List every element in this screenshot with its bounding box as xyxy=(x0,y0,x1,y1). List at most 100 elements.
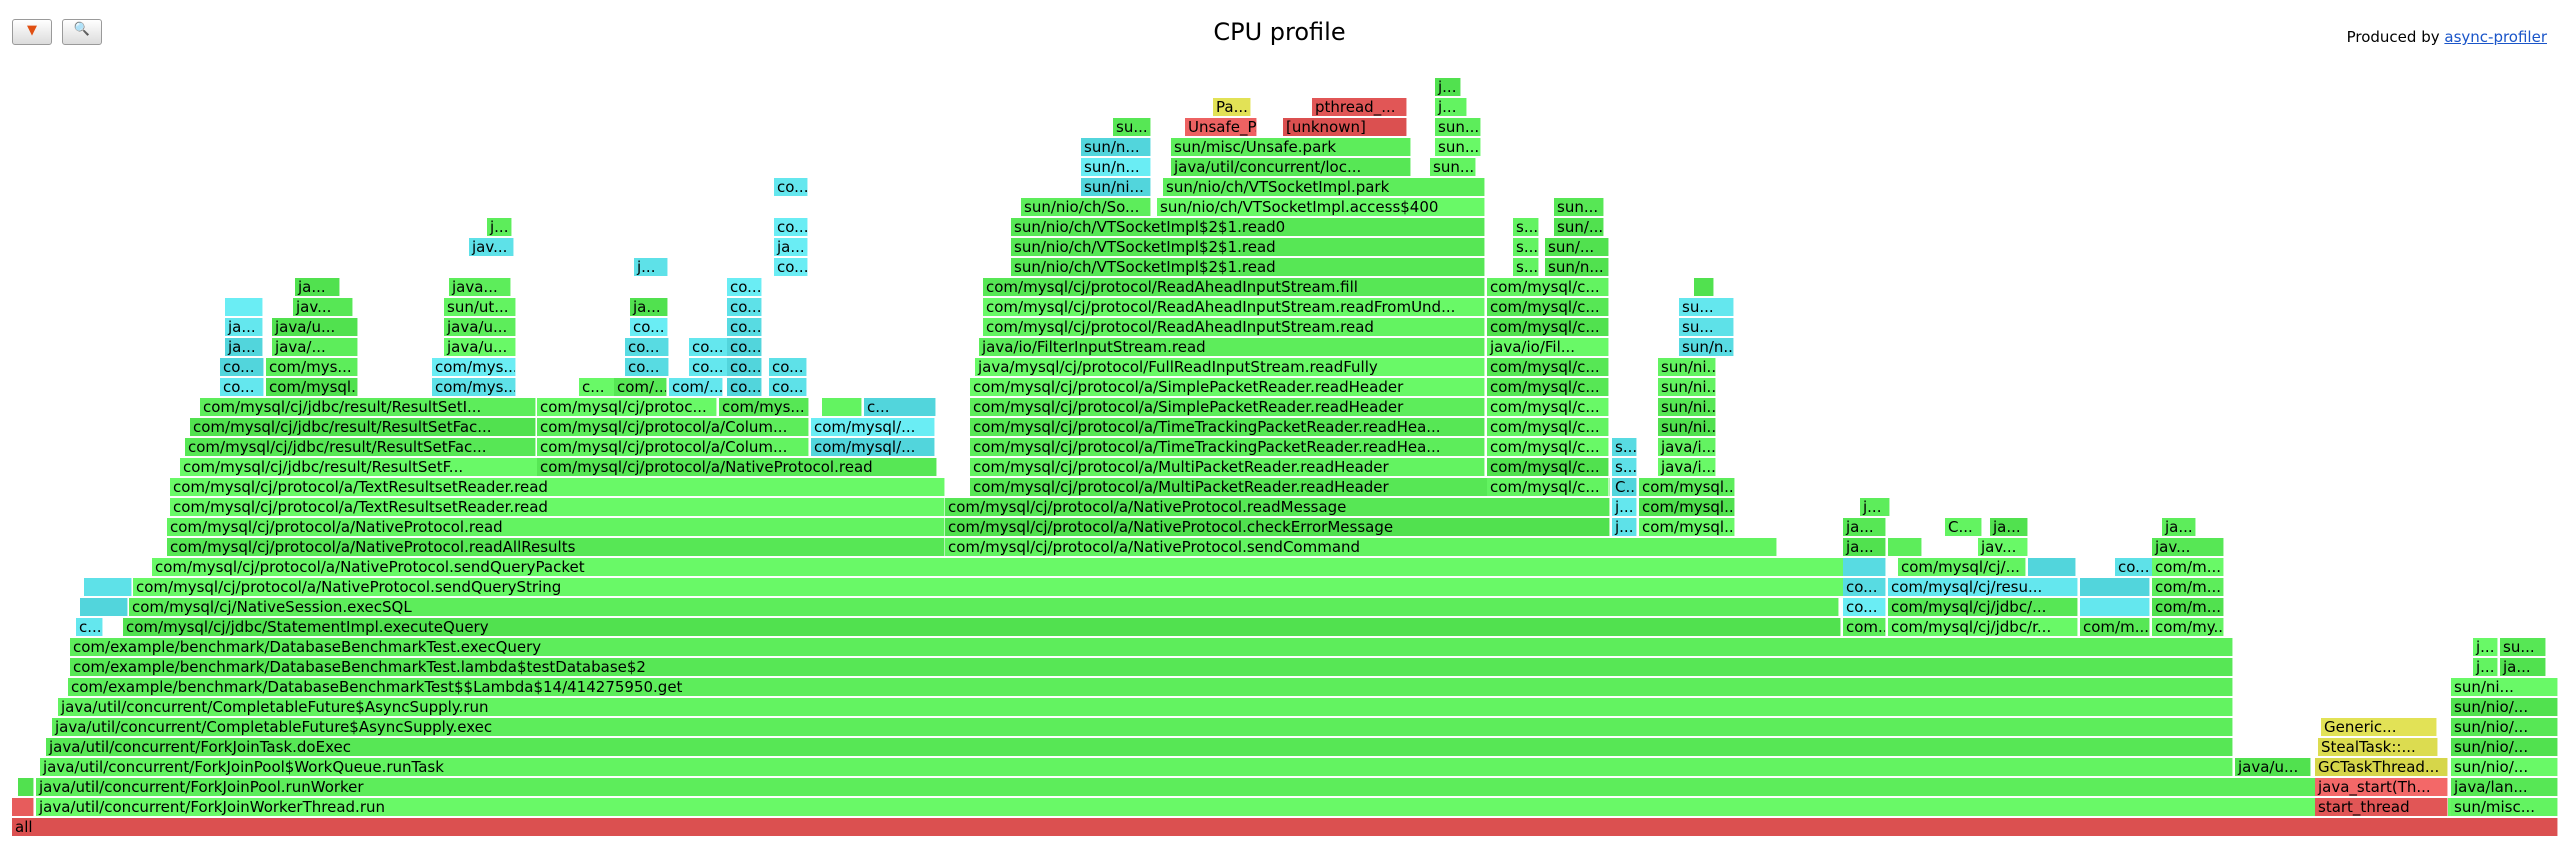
stack-frame[interactable]: sun... xyxy=(1435,118,1481,136)
stack-frame[interactable]: com/mysql/cj/protocol/a/MultiPacketReade… xyxy=(970,478,1610,496)
stack-frame[interactable]: com/mysql/c... xyxy=(1487,358,1609,376)
stack-frame[interactable]: com/mysql/... xyxy=(811,418,935,436)
stack-frame[interactable]: co... xyxy=(774,178,808,196)
stack-frame[interactable]: com/mysql/c... xyxy=(1487,438,1609,456)
stack-frame[interactable]: com/mysql/cj/resu... xyxy=(1888,578,2078,596)
stack-frame[interactable] xyxy=(12,798,34,816)
stack-frame[interactable]: com/mysql/c... xyxy=(1487,278,1609,296)
stack-frame[interactable]: com/mysql... xyxy=(1639,518,1735,536)
stack-frame[interactable]: Unsafe_P... xyxy=(1185,118,1257,136)
stack-frame[interactable]: com/mysql/cj/protocol/a/Colum... xyxy=(537,418,809,436)
stack-frame[interactable]: sun/ni... xyxy=(1658,418,1716,436)
stack-frame[interactable]: com/mysql/cj/protocol/a/NativeProtocol.r… xyxy=(945,498,1610,516)
stack-frame[interactable]: GCTaskThread... xyxy=(2315,758,2448,776)
stack-frame[interactable]: ja... xyxy=(1990,518,2028,536)
stack-frame[interactable]: com/mysql/cj/protocol/a/TextResultsetRea… xyxy=(170,478,945,496)
stack-frame[interactable]: co... xyxy=(774,218,808,236)
stack-frame[interactable]: ja... xyxy=(2162,518,2196,536)
stack-frame[interactable]: jav... xyxy=(293,298,353,316)
stack-frame[interactable]: com/mysql/cj/protocol/a/NativeProtocol.s… xyxy=(152,558,1852,576)
stack-frame[interactable]: com/mysql/cj/jdbc/StatementImpl.executeQ… xyxy=(123,618,1841,636)
stack-frame[interactable]: com/mysql/cj/protocol/ReadAheadInputStre… xyxy=(983,318,1485,336)
stack-frame[interactable]: com/mysql/cj/protocol/a/TextResultsetRea… xyxy=(170,498,945,516)
stack-frame[interactable] xyxy=(2028,558,2076,576)
stack-frame[interactable]: sun/n... xyxy=(1081,158,1151,176)
stack-frame[interactable]: s... xyxy=(1612,438,1637,456)
stack-frame[interactable]: com/mysql/cj/protocol/ReadAheadInputStre… xyxy=(983,278,1485,296)
stack-frame[interactable]: ja... xyxy=(2500,658,2546,676)
stack-frame[interactable]: sun... xyxy=(1435,138,1481,156)
stack-frame[interactable]: sun/n... xyxy=(1545,258,1609,276)
stack-frame[interactable]: com/mys... xyxy=(266,358,358,376)
stack-frame[interactable]: StealTask::... xyxy=(2318,738,2438,756)
stack-frame[interactable]: sun/ni... xyxy=(1658,398,1716,416)
stack-frame[interactable]: j... xyxy=(1860,498,1890,516)
stack-frame[interactable]: java_start(Th... xyxy=(2315,778,2448,796)
stack-frame[interactable]: co... xyxy=(774,258,808,276)
stack-frame[interactable]: java/util/concurrent/ForkJoinTask.doExec xyxy=(46,738,2233,756)
stack-frame[interactable]: sun/... xyxy=(1554,218,1604,236)
stack-frame[interactable]: ja... xyxy=(1843,538,1886,556)
stack-frame[interactable]: sun/nio/... xyxy=(2451,698,2558,716)
stack-frame[interactable]: co... xyxy=(727,318,762,336)
stack-frame[interactable] xyxy=(822,398,862,416)
stack-frame[interactable]: sun/n... xyxy=(1679,338,1734,356)
stack-frame[interactable]: java/u... xyxy=(444,338,516,356)
stack-frame[interactable] xyxy=(1888,538,1922,556)
stack-frame[interactable] xyxy=(84,578,132,596)
stack-frame[interactable]: com/mysql/cj/jdbc/r... xyxy=(1888,618,2078,636)
stack-frame[interactable]: com/mysql/c... xyxy=(1487,458,1609,476)
stack-frame[interactable]: [unknown] xyxy=(1283,118,1407,136)
stack-frame[interactable]: com/mysql/cj/protocol/a/NativeProtocol.r… xyxy=(167,518,945,536)
stack-frame[interactable]: com/mys... xyxy=(719,398,809,416)
stack-frame[interactable]: java/io/Fil... xyxy=(1487,338,1609,356)
stack-frame[interactable]: j... xyxy=(1435,98,1467,116)
stack-frame[interactable]: sun... xyxy=(1554,198,1604,216)
stack-frame[interactable]: sun/nio/... xyxy=(2451,718,2558,736)
stack-frame[interactable]: sun/misc/Unsafe.park xyxy=(1171,138,1411,156)
stack-frame[interactable]: java/u... xyxy=(444,318,516,336)
stack-frame[interactable]: com/mysql/cj/protocol/a/MultiPacketReade… xyxy=(970,458,1485,476)
stack-frame[interactable]: s... xyxy=(1513,238,1539,256)
stack-frame[interactable]: co... xyxy=(727,298,762,316)
stack-frame[interactable]: com/mysql... xyxy=(1639,498,1735,516)
stack-frame[interactable]: java/util/concurrent/loc... xyxy=(1171,158,1411,176)
stack-frame[interactable]: com/mysql/cj/protocol/a/NativeProtocol.s… xyxy=(133,578,1851,596)
stack-frame[interactable]: sun/ni... xyxy=(1081,178,1151,196)
stack-frame[interactable]: com/mysql/cj/protocol/a/Colum... xyxy=(537,438,809,456)
stack-frame[interactable]: com/mysql/... xyxy=(811,438,935,456)
stack-frame[interactable]: co... xyxy=(625,338,669,356)
stack-frame[interactable]: j... xyxy=(1612,518,1637,536)
stack-frame[interactable] xyxy=(1843,558,1886,576)
stack-frame[interactable]: com/m... xyxy=(2152,578,2224,596)
stack-frame[interactable]: co... xyxy=(727,338,762,356)
stack-frame[interactable]: com/mys... xyxy=(432,358,516,376)
stack-frame[interactable]: com/m... xyxy=(2152,598,2224,616)
stack-frame[interactable]: j... xyxy=(1435,78,1461,96)
stack-frame[interactable]: ja... xyxy=(225,338,263,356)
stack-frame[interactable]: com/mysql/cj/protoc... xyxy=(537,398,717,416)
stack-frame[interactable]: sun/ni... xyxy=(1658,358,1716,376)
stack-frame[interactable]: com/mysql/cj/protocol/a/NativeProtocol.r… xyxy=(167,538,945,556)
stack-frame[interactable]: java... xyxy=(449,278,511,296)
stack-frame[interactable]: ja... xyxy=(1843,518,1886,536)
stack-frame[interactable]: sun/nio/ch/VTSocketImpl$2$1.read xyxy=(1011,238,1485,256)
stack-frame[interactable]: com/mysql/c... xyxy=(1487,318,1609,336)
stack-frame[interactable]: co... xyxy=(769,358,807,376)
stack-frame[interactable]: com/m... xyxy=(2080,618,2150,636)
stack-frame[interactable]: sun/nio/ch/So... xyxy=(1021,198,1151,216)
stack-frame[interactable]: s... xyxy=(1612,458,1637,476)
stack-frame[interactable]: ja... xyxy=(630,298,668,316)
stack-frame[interactable]: co... xyxy=(630,318,668,336)
stack-frame[interactable]: sun/nio/ch/VTSocketImpl.access$400 xyxy=(1157,198,1485,216)
stack-frame[interactable]: com/mysql/cj/protocol/a/NativeProtocol.c… xyxy=(945,518,1610,536)
stack-frame[interactable]: sun/nio/ch/VTSocketImpl$2$1.read0 xyxy=(1011,218,1485,236)
stack-frame[interactable]: com/my... xyxy=(2152,618,2224,636)
stack-frame[interactable]: jav... xyxy=(469,238,514,256)
stack-frame[interactable]: c... xyxy=(76,618,103,636)
stack-frame[interactable]: sun/nio/... xyxy=(2451,758,2558,776)
stack-frame[interactable]: j... xyxy=(2473,658,2498,676)
stack-frame[interactable]: co... xyxy=(1843,598,1886,616)
stack-frame[interactable]: java/util/concurrent/CompletableFuture$A… xyxy=(58,698,2233,716)
stack-frame[interactable]: java/u... xyxy=(272,318,358,336)
